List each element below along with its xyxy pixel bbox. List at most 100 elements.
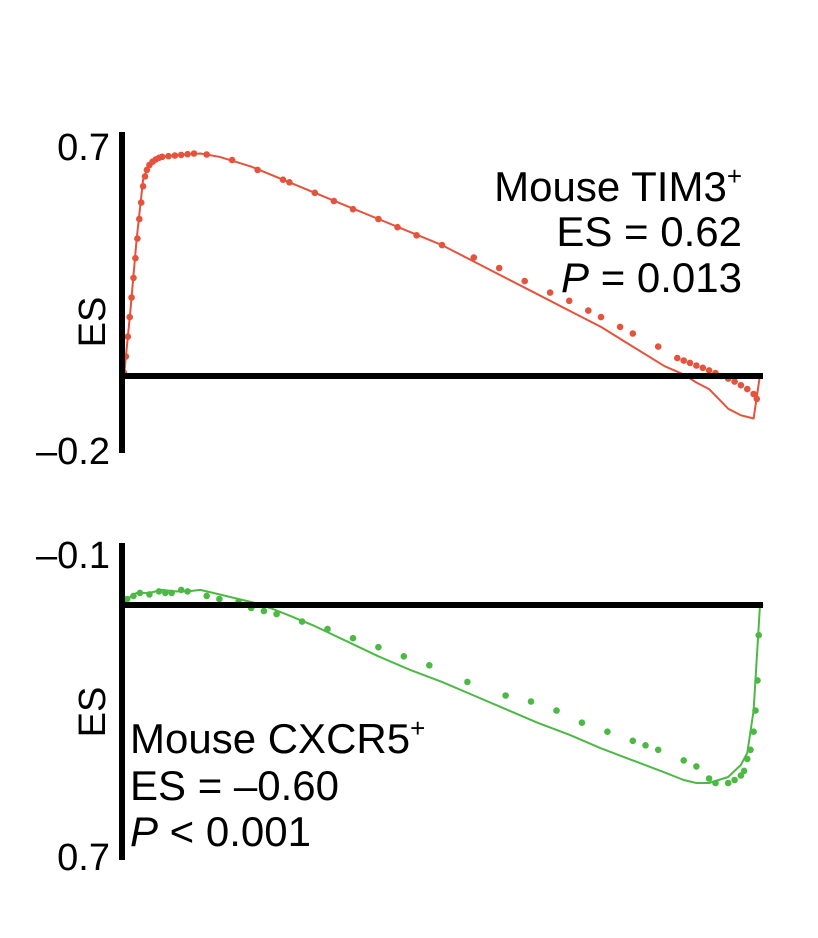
data-point [216, 595, 223, 603]
data-point [495, 264, 503, 272]
data-point [260, 607, 268, 615]
data-point [731, 378, 738, 385]
data-point [699, 364, 707, 372]
annotation-es-value: ES = 0.62 [556, 208, 742, 255]
data-point [124, 333, 132, 341]
tim3-enrichment-panel: 0.7 –0.2 ES Mouse TIM3+ ES = 0.62 P = 0.… [36, 127, 763, 473]
data-point [139, 183, 147, 190]
data-point [130, 274, 137, 282]
data-point [755, 631, 762, 639]
data-point [165, 152, 172, 160]
data-point [750, 728, 757, 735]
data-point [126, 313, 133, 321]
data-point [578, 719, 586, 726]
data-point [184, 150, 191, 158]
data-point [311, 189, 319, 197]
data-point [693, 763, 700, 770]
data-point [375, 643, 382, 651]
data-point [158, 153, 166, 161]
data-point [254, 166, 261, 174]
data-point [737, 772, 745, 779]
data-point [438, 241, 446, 249]
data-point [686, 359, 694, 367]
data-point [375, 215, 382, 223]
data-point [616, 323, 624, 331]
y-tick-label-top: –0.1 [36, 535, 110, 577]
data-point [521, 277, 528, 285]
y-tick-label-bottom: –0.2 [36, 431, 110, 473]
data-point [330, 197, 338, 205]
data-point [705, 367, 713, 374]
data-point [654, 343, 662, 350]
data-point [128, 294, 135, 301]
annotation-es-value: ES = –0.60 [130, 762, 339, 809]
data-point [724, 779, 732, 787]
data-point [132, 254, 139, 262]
data-point [349, 634, 357, 642]
data-point [134, 235, 141, 242]
data-point [177, 151, 185, 159]
annotation-title: Mouse TIM3+ [494, 161, 742, 210]
data-point [597, 313, 605, 321]
data-point [747, 746, 754, 754]
data-point [565, 297, 573, 305]
data-point [130, 592, 137, 600]
y-tick-label-top: 0.7 [57, 127, 110, 169]
data-point [737, 381, 745, 389]
data-point [464, 678, 471, 686]
data-point [642, 742, 649, 749]
data-point [426, 662, 433, 669]
data-point [123, 595, 131, 603]
annotation-p-value: P < 0.001 [130, 808, 311, 855]
data-point [553, 707, 560, 714]
data-point [585, 307, 592, 314]
data-point [162, 589, 169, 597]
data-point [752, 707, 759, 714]
data-point [744, 385, 751, 393]
data-point [324, 625, 331, 633]
data-point [629, 330, 637, 337]
data-point [754, 677, 761, 684]
y-axis-label: ES [72, 297, 114, 348]
data-point [394, 223, 401, 231]
data-point [400, 653, 408, 660]
stats-annotation: Mouse TIM3+ ES = 0.62 P = 0.013 [494, 161, 742, 301]
data-point [546, 289, 554, 296]
data-point [279, 176, 287, 183]
data-point [680, 357, 687, 364]
stats-annotation: Mouse CXCR5+ ES = –0.60 P < 0.001 [130, 713, 425, 855]
data-point [137, 199, 145, 206]
y-axis-label: ES [72, 687, 114, 738]
data-point [470, 254, 478, 261]
cxcr5-enrichment-panel: –0.1 0.7 ES Mouse CXCR5+ ES = –0.60 P < … [36, 535, 764, 879]
data-point [629, 737, 637, 745]
data-point [168, 589, 175, 597]
data-point [413, 232, 420, 239]
y-tick-label-bottom: 0.7 [57, 837, 110, 879]
annotation-p-value: P = 0.013 [561, 254, 742, 301]
data-point [712, 779, 719, 787]
data-point [604, 728, 611, 735]
data-point [203, 151, 210, 158]
data-point [674, 354, 681, 362]
data-point [171, 152, 179, 159]
data-point [286, 179, 293, 186]
data-point [184, 588, 191, 595]
data-point [731, 776, 738, 784]
data-point [177, 586, 185, 594]
data-point [298, 618, 306, 625]
data-point [203, 592, 210, 600]
data-point [740, 767, 748, 775]
data-point [750, 390, 757, 398]
data-point [141, 173, 149, 180]
data-point [693, 362, 700, 369]
data-point [190, 150, 198, 157]
data-point [349, 205, 357, 213]
data-point [228, 156, 236, 164]
data-point [136, 589, 144, 597]
data-point [146, 591, 153, 598]
enrichment-markers [120, 150, 761, 403]
data-point [527, 698, 535, 705]
data-point [744, 755, 751, 763]
